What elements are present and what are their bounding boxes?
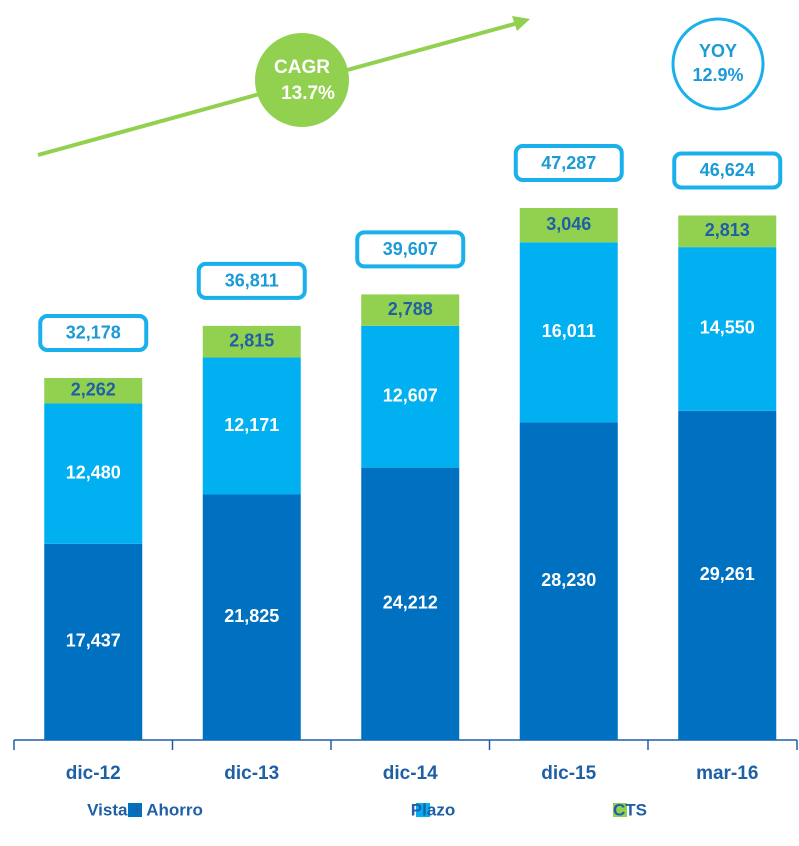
arrow-head bbox=[512, 16, 530, 31]
data-label: 17,437 bbox=[66, 631, 121, 651]
yoy-label: YOY bbox=[699, 41, 737, 61]
data-label: 29,261 bbox=[700, 564, 755, 584]
data-label: 12,171 bbox=[224, 415, 279, 435]
data-label: 2,262 bbox=[71, 379, 116, 399]
cagr-label: CAGR bbox=[274, 57, 330, 78]
bar-segment bbox=[519, 242, 618, 423]
legend-swatch bbox=[416, 803, 430, 817]
bar-segment bbox=[519, 422, 618, 740]
data-label: 24,212 bbox=[383, 593, 438, 613]
x-tick-label: dic-13 bbox=[224, 763, 279, 784]
x-tick-label: dic-14 bbox=[383, 763, 438, 784]
legend-label: Plazo bbox=[411, 800, 455, 819]
yoy-circle bbox=[671, 17, 765, 111]
total-label: 46,624 bbox=[700, 160, 755, 180]
legend-swatch bbox=[613, 803, 627, 817]
bar-segment bbox=[202, 494, 301, 740]
legend-swatch bbox=[128, 803, 142, 817]
data-label: 2,813 bbox=[705, 220, 750, 240]
total-label: 36,811 bbox=[225, 271, 279, 291]
data-label: 12,607 bbox=[383, 385, 438, 405]
legend-label: CTS bbox=[613, 800, 647, 819]
cagr-value: 13.7% bbox=[281, 83, 335, 104]
total-box bbox=[355, 230, 466, 269]
total-label: 39,607 bbox=[383, 239, 438, 259]
bar-segment bbox=[202, 325, 301, 358]
cagr-circle bbox=[255, 33, 349, 127]
bar-segment bbox=[361, 325, 460, 468]
x-tick-label: dic-15 bbox=[541, 763, 596, 784]
bar-segment bbox=[44, 543, 143, 740]
data-label: 28,230 bbox=[541, 570, 596, 590]
data-label: 12,480 bbox=[66, 462, 121, 482]
bar-segment bbox=[361, 467, 460, 740]
bar-segment bbox=[678, 410, 777, 740]
bar-segment bbox=[361, 294, 460, 326]
bar-segment bbox=[678, 215, 777, 248]
bar-segment bbox=[678, 247, 777, 411]
total-label: 32,178 bbox=[66, 323, 121, 343]
total-box bbox=[196, 261, 307, 300]
bar-segment bbox=[519, 208, 618, 243]
legend-label: Vista + Ahorro bbox=[87, 800, 203, 819]
data-label: 3,046 bbox=[546, 214, 591, 234]
total-box bbox=[38, 313, 149, 352]
data-label: 2,788 bbox=[388, 299, 433, 319]
yoy-value: 12.9% bbox=[692, 65, 743, 85]
bar-segment bbox=[44, 403, 143, 544]
data-label: 16,011 bbox=[542, 321, 596, 341]
total-box bbox=[672, 151, 783, 190]
bar-segment bbox=[44, 377, 143, 404]
x-tick-label: mar-16 bbox=[696, 763, 758, 784]
total-box bbox=[513, 144, 624, 183]
data-label: 2,815 bbox=[229, 330, 274, 350]
total-label: 47,287 bbox=[541, 153, 596, 173]
data-label: 14,550 bbox=[700, 318, 755, 338]
bar-segment bbox=[202, 357, 301, 495]
data-label: 21,825 bbox=[224, 606, 279, 626]
x-tick-label: dic-12 bbox=[66, 763, 121, 784]
